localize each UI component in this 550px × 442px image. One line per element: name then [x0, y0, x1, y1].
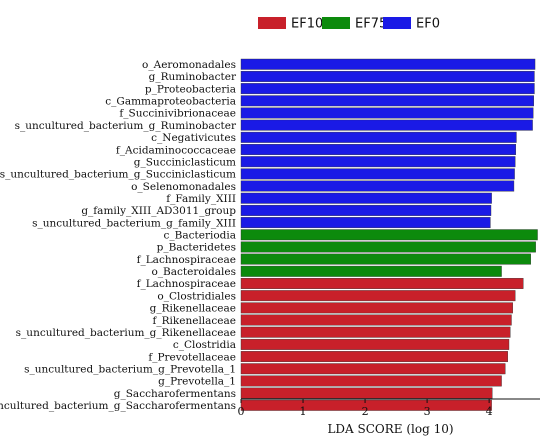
- bar: [240, 241, 536, 253]
- bar: [240, 351, 508, 363]
- bar: [240, 387, 493, 399]
- bar: [240, 70, 535, 82]
- bar-label: g_Saccharofermentans: [114, 388, 236, 400]
- bar-label: s_uncultured_bacterium_g_Saccharoferment…: [0, 400, 236, 412]
- x-tick-label: 2: [362, 405, 369, 418]
- x-axis-title: LDA SCORE (log 10): [327, 422, 453, 436]
- bar: [240, 363, 506, 375]
- bar-label: c_Negativicutes: [151, 132, 236, 144]
- bar: [240, 326, 511, 338]
- bar-label: o_Selenomonadales: [131, 181, 236, 193]
- bar: [240, 192, 492, 204]
- bar: [240, 290, 516, 302]
- bar-label: g_Ruminobacter: [149, 71, 237, 83]
- legend: EF100 EF75 EF0: [258, 17, 440, 32]
- bar: [240, 156, 516, 168]
- bar-label: f_Lachnospiraceae: [137, 254, 236, 266]
- bar-label: c_Clostridia: [173, 339, 236, 351]
- bar-label: s_uncultured_bacterium_g_Ruminobacter: [15, 120, 237, 132]
- bar-label: f_Rikenellaceae: [153, 315, 237, 327]
- legend-label-ef0: EF0: [416, 17, 440, 32]
- bar-label: f_Prevotellaceae: [148, 351, 236, 363]
- bar: [240, 229, 538, 241]
- x-tick-label: 3: [424, 405, 431, 418]
- legend-swatch-ef0: [383, 17, 411, 29]
- bar-label: f_Acidaminococcaceae: [116, 144, 236, 156]
- bar-label: o_Aeromonadales: [142, 59, 236, 71]
- bar: [240, 107, 534, 119]
- bar: [240, 95, 534, 107]
- x-axis-ticks: 0 1 2 3 4: [238, 399, 493, 418]
- bar-label: f_Lachnospiraceae: [137, 278, 236, 290]
- bar-label: p_Proteobacteria: [145, 83, 236, 95]
- bar-label: s_uncultured_bacterium_g_Succiniclasticu…: [0, 169, 236, 181]
- bar: [240, 338, 510, 350]
- bar-label: g_family_XIII_AD3011_group: [81, 205, 236, 217]
- bar-label: o_Clostridiales: [157, 290, 236, 302]
- bar: [240, 204, 492, 216]
- bar-label: p_Bacteridetes: [157, 242, 236, 254]
- bar: [240, 131, 517, 143]
- bar: [240, 375, 502, 387]
- bar: [240, 217, 491, 229]
- bar: [240, 144, 517, 155]
- bar-label: s_uncultured_bacterium_g_Rikenellaceae: [16, 327, 236, 339]
- bar-label: o_Bacteroidales: [151, 266, 236, 278]
- bar: [240, 265, 502, 277]
- x-tick-label: 1: [300, 405, 307, 418]
- bar: [240, 302, 513, 314]
- bar-label: g_Succiniclasticum: [134, 156, 236, 168]
- bars: [240, 58, 538, 411]
- bar: [240, 58, 536, 70]
- bar: [240, 399, 492, 411]
- bar-label: s_uncultured_bacterium_g_Prevotella_1: [24, 364, 236, 376]
- bar-label: g_Rikenellaceae: [150, 303, 236, 315]
- bar: [240, 180, 515, 192]
- bar: [240, 83, 535, 95]
- bar: [240, 314, 512, 326]
- bar: [240, 168, 515, 180]
- legend-label-ef100: EF100: [291, 17, 332, 32]
- bar: [240, 253, 531, 265]
- bar-label: s_uncultured_bacterium_g_family_XIII: [32, 217, 236, 229]
- x-tick-label: 4: [486, 405, 493, 418]
- legend-swatch-ef100: [258, 17, 286, 29]
- x-tick-label: 0: [238, 405, 245, 418]
- legend-label-ef75: EF75: [355, 17, 387, 32]
- legend-swatch-ef75: [322, 17, 350, 29]
- bar-label: g_Prevotella_1: [158, 376, 236, 388]
- bar: [240, 278, 524, 289]
- bar-label: f_Succinivibrionaceae: [119, 108, 236, 120]
- y-axis-labels: o_Aeromonadalesg_Ruminobacterp_Proteobac…: [0, 59, 237, 412]
- bar-label: c_Gammaproteobacteria: [105, 96, 236, 108]
- bar: [240, 119, 533, 131]
- bar-label: f_Family_XIII: [166, 193, 236, 205]
- bar-label: c_Bacteriodia: [164, 230, 236, 242]
